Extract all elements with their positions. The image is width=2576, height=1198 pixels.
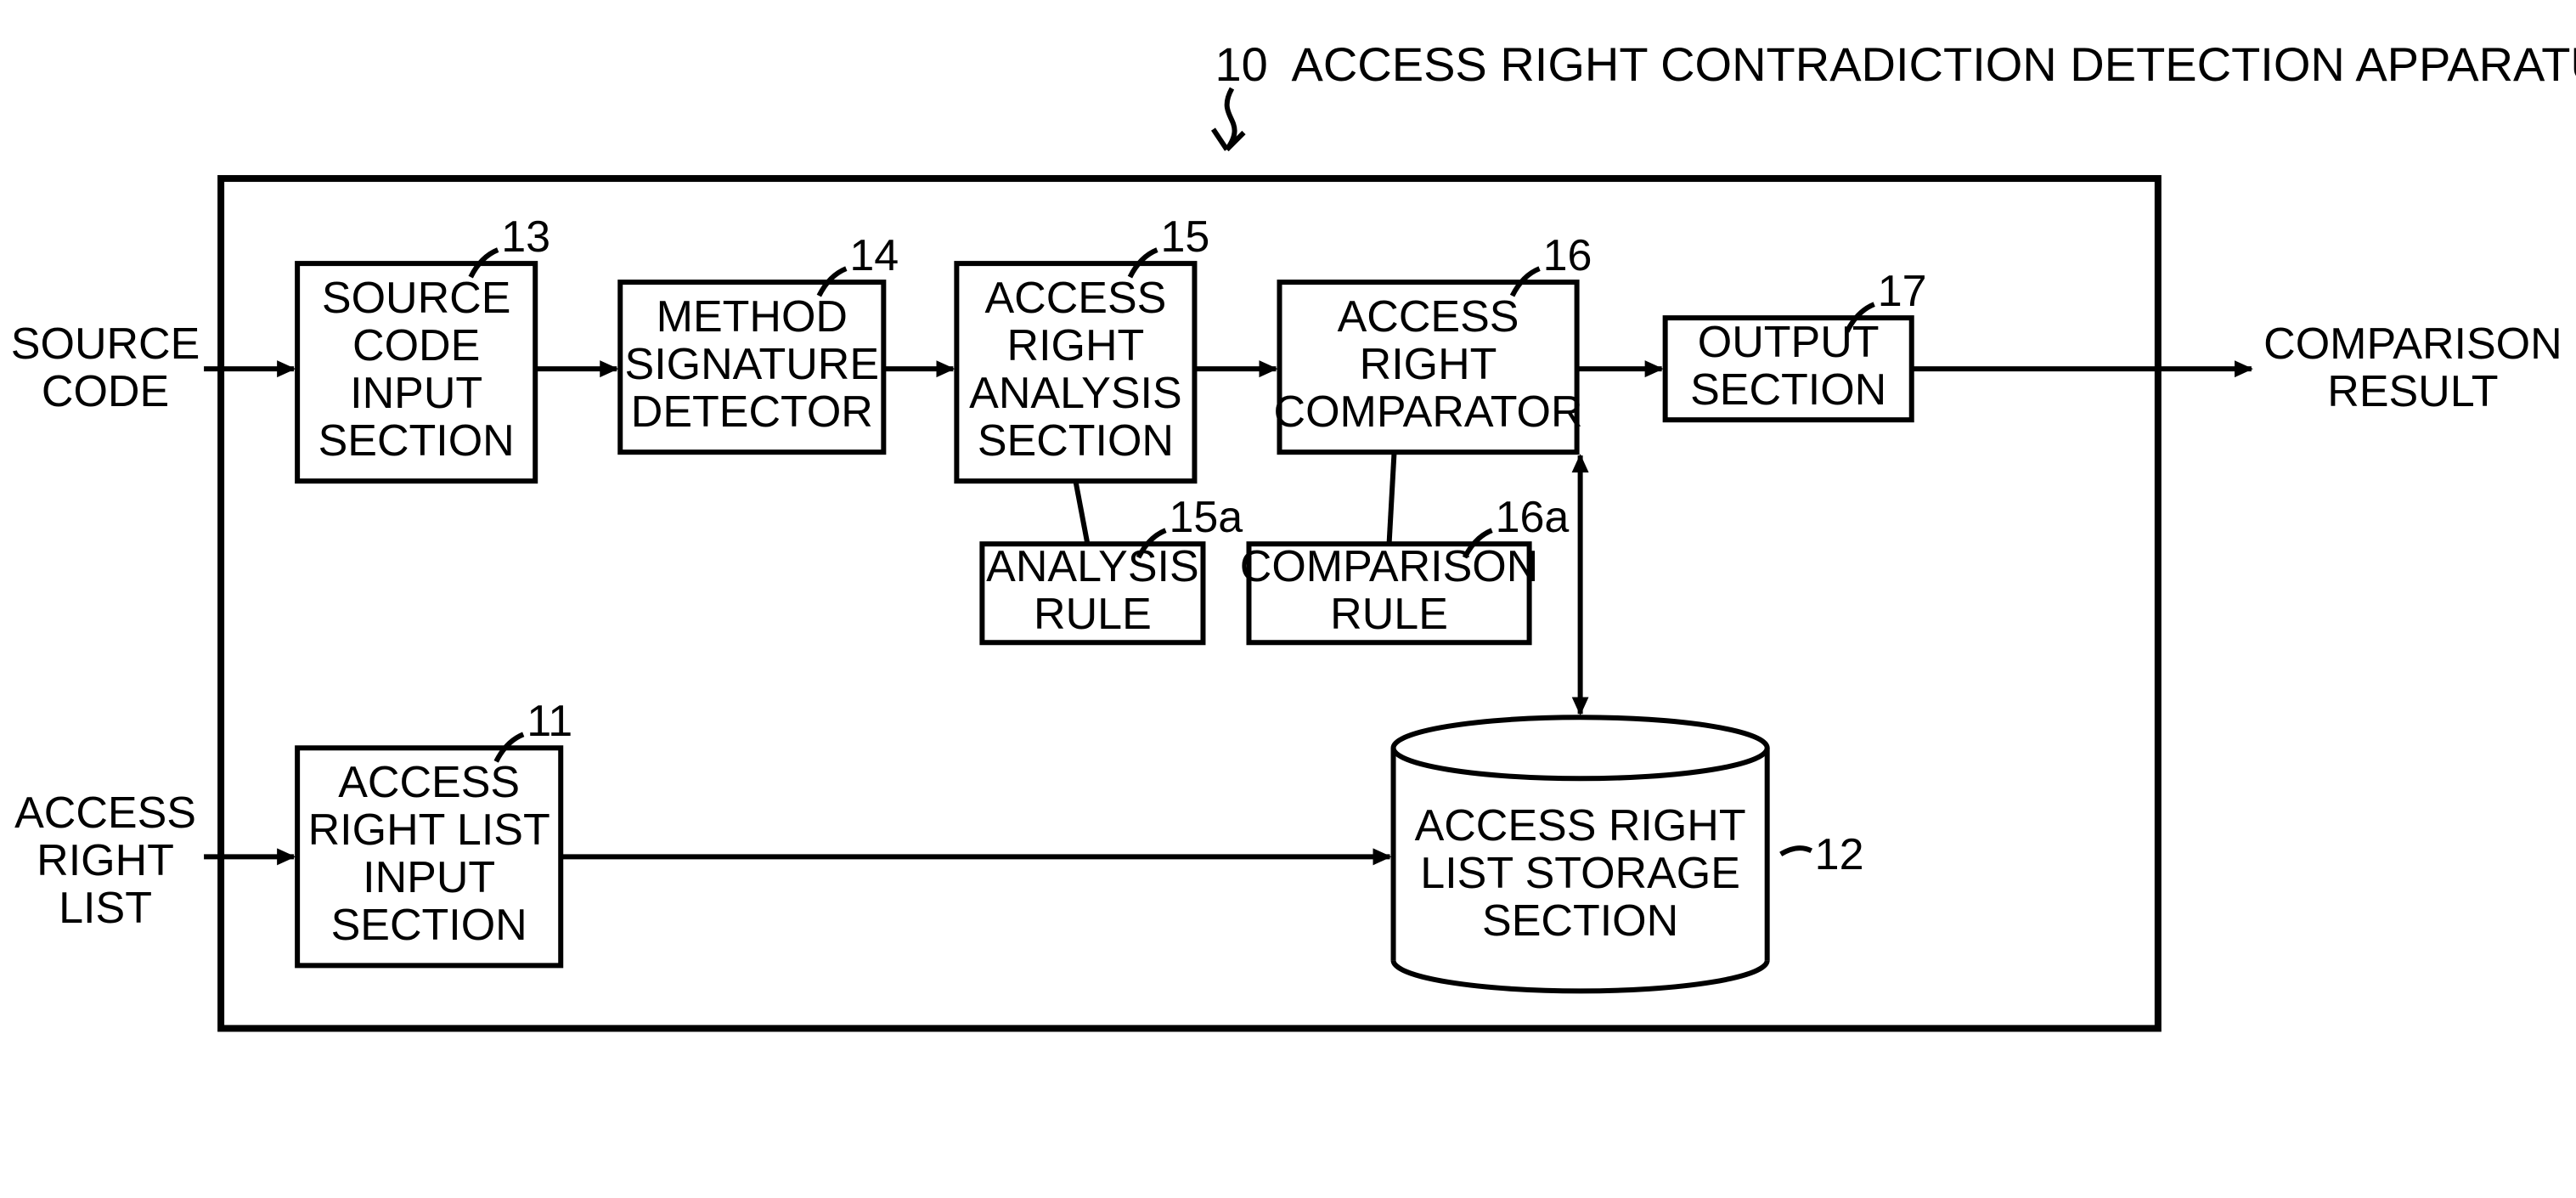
label: SECTION: [331, 901, 527, 950]
label: RIGHT: [1360, 340, 1497, 389]
label: LIST STORAGE: [1420, 849, 1740, 898]
label: ANALYSIS: [969, 369, 1181, 418]
block-13-label: SOURCECODEINPUTSECTION: [318, 274, 515, 466]
cylinder-bottom: [1394, 960, 1767, 991]
diagram-canvas: 10 ACCESS RIGHT CONTRADICTION DETECTION A…: [0, 0, 2576, 1198]
block-16a-label: COMPARISONRULE: [1240, 542, 1539, 639]
label: RIGHT: [37, 836, 174, 885]
label: SECTION: [318, 416, 515, 466]
label: SECTION: [1690, 365, 1886, 415]
label: INPUT: [350, 369, 482, 418]
label: ACCESS: [1338, 292, 1519, 342]
label: ACCESS: [338, 758, 520, 807]
label: SOURCE: [322, 274, 510, 323]
block-15a-label: ANALYSISRULE: [986, 542, 1198, 639]
label: SECTION: [1482, 896, 1678, 946]
block-14-number: 14: [849, 231, 899, 280]
block-13-number: 13: [501, 212, 550, 262]
block-14-label: METHODSIGNATUREDETECTOR: [625, 292, 880, 437]
cylinder-top: [1394, 717, 1767, 778]
label: COMPARISON: [2263, 319, 2562, 369]
label-source-code: SOURCECODE: [11, 319, 200, 416]
block-15-label: ACCESSRIGHTANALYSISSECTION: [969, 274, 1181, 466]
label: INPUT: [363, 853, 495, 902]
label: SOURCE: [11, 319, 200, 369]
block-16-number: 16: [1543, 231, 1592, 280]
label: ANALYSIS: [986, 542, 1198, 591]
label: ACCESS: [14, 788, 196, 838]
title-arrowhead: [1213, 129, 1243, 150]
title-text: ACCESS RIGHT CONTRADICTION DETECTION APP…: [1292, 37, 2576, 91]
label: COMPARATOR: [1274, 387, 1583, 437]
label: LIST: [59, 884, 152, 933]
block-17-number: 17: [1878, 267, 1927, 316]
cylinder-number: 12: [1815, 830, 1864, 879]
label: DETECTOR: [631, 387, 873, 437]
label-comparison-result: COMPARISONRESULT: [2263, 319, 2562, 416]
block-11-label: ACCESSRIGHT LISTINPUTSECTION: [308, 758, 550, 950]
link-16-16a: [1389, 452, 1395, 544]
label-access-right-list: ACCESSRIGHTLIST: [14, 788, 196, 933]
leader: [1781, 848, 1812, 854]
title-number: 10: [1215, 37, 1267, 91]
label: METHOD: [657, 292, 848, 342]
label: SECTION: [978, 416, 1174, 466]
label: RESULT: [2327, 367, 2498, 416]
label: SIGNATURE: [625, 340, 880, 389]
block-16-label: ACCESSRIGHTCOMPARATOR: [1274, 292, 1583, 437]
block-11-number: 11: [527, 697, 572, 746]
label: COMPARISON: [1240, 542, 1539, 591]
label: CODE: [352, 321, 480, 370]
block-15-number: 15: [1160, 212, 1209, 262]
block-16a-number: 16a: [1496, 493, 1570, 542]
label: ACCESS: [984, 274, 1166, 323]
label: RIGHT LIST: [308, 805, 550, 855]
label: RULE: [1034, 590, 1152, 639]
cylinder-label: ACCESS RIGHTLIST STORAGESECTION: [1415, 801, 1746, 946]
label: RIGHT: [1007, 321, 1145, 370]
block-15a-number: 15a: [1169, 493, 1243, 542]
label: ACCESS RIGHT: [1415, 801, 1746, 850]
label: RULE: [1330, 590, 1448, 639]
link-15-15a: [1075, 481, 1087, 544]
label: CODE: [42, 367, 169, 416]
block-17-label: OUTPUTSECTION: [1690, 318, 1886, 415]
